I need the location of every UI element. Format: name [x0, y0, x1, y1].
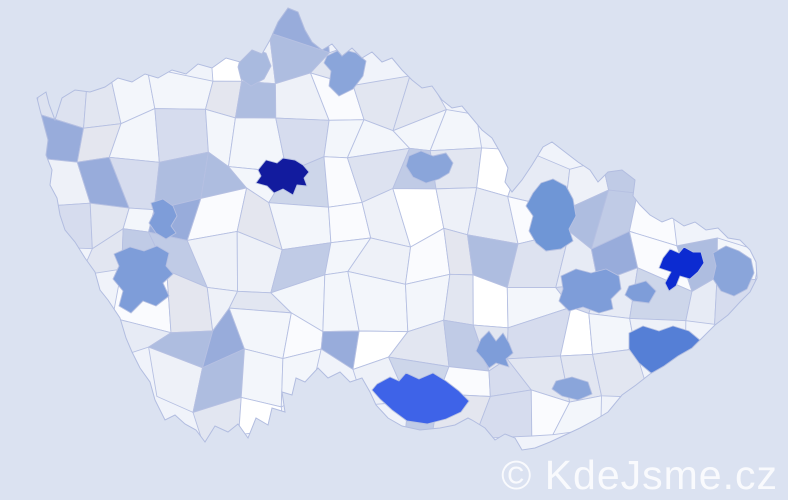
- district-vyskov-medium-blue[interactable]: [558, 268, 622, 314]
- district-karvina-medium-blue[interactable]: [712, 245, 755, 297]
- district-brno-medium-blue[interactable]: [475, 330, 514, 369]
- district-tachov-medium-blue[interactable]: [148, 198, 178, 240]
- district-liberec-medium-blue[interactable]: [323, 48, 367, 97]
- district-sumperk-medium-blue[interactable]: [525, 178, 577, 252]
- district-prague-dark-navy[interactable]: [255, 157, 310, 196]
- district-opava-medium-blue[interactable]: [624, 280, 657, 304]
- district-cell[interactable]: [209, 36, 243, 82]
- district-klatovy-medium-blue[interactable]: [112, 245, 174, 314]
- district-cell[interactable]: [280, 348, 322, 408]
- country-outline: [36, 7, 758, 451]
- district-rychnov-medium-blue[interactable]: [405, 150, 454, 184]
- district-znojmo-royal-blue[interactable]: [371, 372, 470, 425]
- district-cell[interactable]: [234, 80, 277, 119]
- district-ostrava-ultramarine[interactable]: [658, 246, 705, 292]
- district-cell[interactable]: [45, 202, 93, 250]
- district-cell[interactable]: [240, 348, 284, 408]
- district-cell[interactable]: [588, 313, 636, 355]
- district-hodonin-medium-blue[interactable]: [551, 376, 593, 401]
